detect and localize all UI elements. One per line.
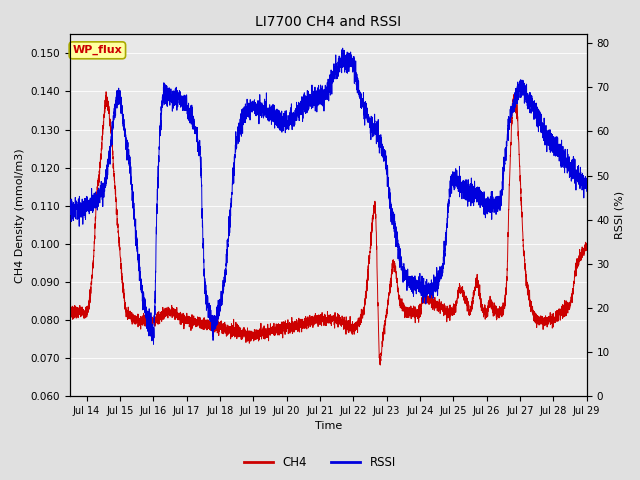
Y-axis label: CH4 Density (mmol/m3): CH4 Density (mmol/m3) — [15, 148, 25, 283]
Title: LI7700 CH4 and RSSI: LI7700 CH4 and RSSI — [255, 15, 401, 29]
Legend: CH4, RSSI: CH4, RSSI — [239, 452, 401, 474]
X-axis label: Time: Time — [315, 421, 342, 432]
Text: WP_flux: WP_flux — [72, 45, 122, 56]
Y-axis label: RSSI (%): RSSI (%) — [615, 191, 625, 240]
